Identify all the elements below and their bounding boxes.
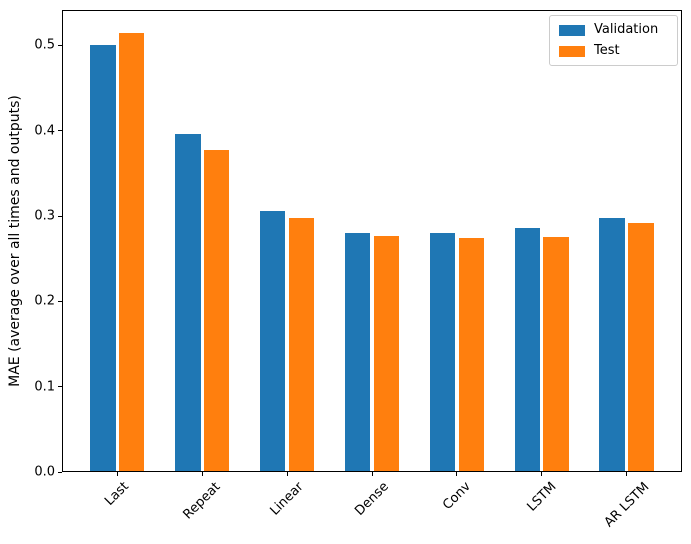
x-tick-mark-last: [116, 472, 118, 476]
x-tick-mark-conv: [456, 472, 458, 476]
y-tick-mark-0-1: [58, 386, 62, 388]
legend: Validation Test: [549, 15, 678, 66]
y-tick-label-0-1: 0.1: [34, 379, 55, 395]
y-tick-mark-0-5: [58, 44, 62, 46]
x-tick-label-dense: Dense: [352, 479, 392, 519]
y-tick-mark-0-4: [58, 130, 62, 132]
x-tick-label-last: Last: [102, 479, 133, 510]
bar-test-conv: [458, 238, 485, 471]
y-tick-mark-0-2: [58, 300, 62, 302]
plot-area: [62, 10, 682, 472]
bar-test-repeat: [203, 150, 230, 471]
test-swatch-icon: [559, 45, 585, 57]
bar-validation-lstm: [514, 227, 541, 471]
y-tick-label-0-4: 0.4: [34, 123, 55, 139]
y-axis-label: MAE (average over all times and outputs): [7, 95, 23, 387]
x-tick-label-repeat: Repeat: [180, 479, 224, 523]
y-tick-label-0-2: 0.2: [34, 293, 55, 309]
validation-swatch-icon: [559, 24, 585, 36]
x-tick-mark-repeat: [201, 472, 203, 476]
bar-test-lstm: [543, 236, 569, 471]
legend-label-validation: Validation: [594, 22, 659, 37]
x-tick-label-conv: Conv: [439, 479, 474, 514]
y-tick-mark-0-3: [58, 215, 62, 217]
y-tick-mark-0-0: [58, 471, 62, 473]
bar-validation-linear: [259, 210, 286, 471]
bar-validation-dense: [344, 233, 371, 471]
x-tick-label-ar-lstm: AR LSTM: [601, 479, 652, 531]
bar-validation-ar-lstm: [599, 217, 625, 471]
y-tick-label-0-0: 0.0: [34, 464, 55, 480]
bar-test-linear: [288, 217, 315, 471]
bar-validation-last: [90, 44, 116, 471]
bar-test-ar-lstm: [628, 222, 654, 471]
x-tick-mark-dense: [371, 472, 373, 476]
legend-entry-test: Test: [559, 44, 668, 58]
x-tick-label-lstm: LSTM: [524, 479, 560, 515]
bar-validation-repeat: [175, 134, 201, 471]
x-tick-label-linear: Linear: [267, 479, 307, 519]
x-tick-mark-lstm: [541, 472, 543, 476]
y-tick-label-0-3: 0.3: [34, 208, 55, 224]
bar-test-last: [119, 32, 145, 471]
legend-label-test: Test: [594, 43, 620, 58]
x-tick-mark-ar-lstm: [626, 472, 628, 476]
legend-entry-validation: Validation: [559, 23, 668, 37]
y-tick-label-0-5: 0.5: [34, 37, 55, 53]
x-tick-mark-linear: [286, 472, 288, 476]
bar-validation-conv: [429, 233, 456, 471]
bar-test-dense: [373, 235, 400, 471]
